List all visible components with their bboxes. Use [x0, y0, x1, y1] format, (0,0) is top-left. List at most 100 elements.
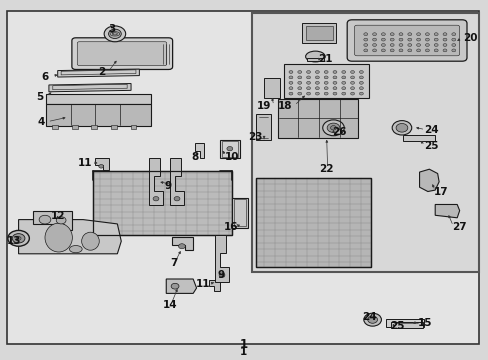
Text: 2: 2 [98, 67, 105, 77]
Ellipse shape [359, 87, 363, 90]
Ellipse shape [398, 49, 402, 52]
Ellipse shape [39, 215, 51, 224]
Ellipse shape [288, 76, 292, 79]
Ellipse shape [425, 33, 428, 36]
Ellipse shape [306, 71, 310, 73]
Bar [277, 99, 358, 138]
FancyBboxPatch shape [354, 25, 459, 56]
Ellipse shape [363, 38, 367, 41]
Ellipse shape [297, 71, 301, 73]
Ellipse shape [433, 33, 437, 36]
Ellipse shape [81, 232, 99, 250]
Ellipse shape [425, 44, 428, 46]
Ellipse shape [451, 49, 455, 52]
Ellipse shape [104, 26, 125, 42]
Text: 3: 3 [108, 24, 115, 34]
Ellipse shape [305, 51, 325, 62]
Ellipse shape [326, 123, 339, 132]
Ellipse shape [359, 76, 363, 79]
Ellipse shape [381, 33, 385, 36]
Ellipse shape [315, 92, 319, 95]
Ellipse shape [315, 87, 319, 90]
Ellipse shape [389, 33, 393, 36]
Ellipse shape [372, 49, 376, 52]
Ellipse shape [416, 38, 420, 41]
Ellipse shape [359, 81, 363, 84]
Ellipse shape [306, 81, 310, 84]
Text: 4: 4 [38, 117, 45, 127]
Ellipse shape [99, 165, 103, 168]
Bar [305, 26, 332, 40]
Text: 7: 7 [169, 258, 177, 268]
Ellipse shape [324, 76, 327, 79]
Ellipse shape [174, 197, 180, 201]
Bar [93, 171, 232, 235]
Text: 18: 18 [277, 101, 292, 111]
Ellipse shape [350, 71, 354, 73]
Text: 25: 25 [389, 321, 404, 331]
Text: 17: 17 [433, 187, 448, 197]
Text: 27: 27 [451, 222, 466, 232]
Ellipse shape [332, 76, 336, 79]
Ellipse shape [332, 87, 336, 90]
Polygon shape [215, 235, 228, 282]
Ellipse shape [425, 49, 428, 52]
Polygon shape [46, 104, 150, 126]
Polygon shape [149, 158, 163, 205]
Polygon shape [209, 280, 220, 291]
Bar [302, 23, 336, 43]
Ellipse shape [171, 283, 179, 289]
Ellipse shape [407, 44, 411, 46]
Ellipse shape [442, 49, 446, 52]
Ellipse shape [341, 81, 345, 84]
Ellipse shape [451, 33, 455, 36]
Ellipse shape [297, 76, 301, 79]
Text: 13: 13 [6, 236, 21, 246]
Text: 22: 22 [319, 164, 333, 174]
Polygon shape [33, 211, 72, 230]
Polygon shape [172, 237, 193, 250]
Polygon shape [434, 204, 459, 218]
Polygon shape [255, 114, 271, 140]
Ellipse shape [322, 120, 344, 136]
Polygon shape [264, 78, 279, 98]
Ellipse shape [12, 234, 25, 243]
Text: 11: 11 [77, 158, 92, 168]
Ellipse shape [330, 126, 336, 130]
Polygon shape [194, 143, 204, 158]
Ellipse shape [398, 33, 402, 36]
Ellipse shape [416, 33, 420, 36]
Ellipse shape [381, 44, 385, 46]
Text: 10: 10 [224, 152, 239, 162]
Ellipse shape [433, 38, 437, 41]
Text: 16: 16 [223, 222, 238, 232]
Bar [403, 135, 434, 141]
FancyBboxPatch shape [346, 20, 466, 61]
Ellipse shape [389, 49, 393, 52]
Text: 20: 20 [463, 33, 477, 43]
Bar [386, 319, 424, 327]
Bar [232, 198, 247, 228]
Ellipse shape [367, 316, 377, 323]
Ellipse shape [297, 81, 301, 84]
Ellipse shape [324, 87, 327, 90]
Text: 1: 1 [240, 347, 246, 357]
Ellipse shape [389, 38, 393, 41]
Bar [72, 125, 78, 129]
Bar [255, 178, 370, 267]
Ellipse shape [372, 33, 376, 36]
Ellipse shape [359, 71, 363, 73]
Bar [283, 64, 368, 98]
Ellipse shape [407, 49, 411, 52]
Text: 9: 9 [163, 181, 171, 191]
Ellipse shape [350, 76, 354, 79]
Ellipse shape [315, 71, 319, 73]
Text: 5: 5 [36, 92, 43, 102]
Ellipse shape [350, 81, 354, 84]
Text: 9: 9 [217, 270, 224, 280]
Polygon shape [58, 69, 139, 77]
Ellipse shape [381, 49, 385, 52]
Ellipse shape [398, 38, 402, 41]
Ellipse shape [306, 92, 310, 95]
Ellipse shape [389, 44, 393, 46]
